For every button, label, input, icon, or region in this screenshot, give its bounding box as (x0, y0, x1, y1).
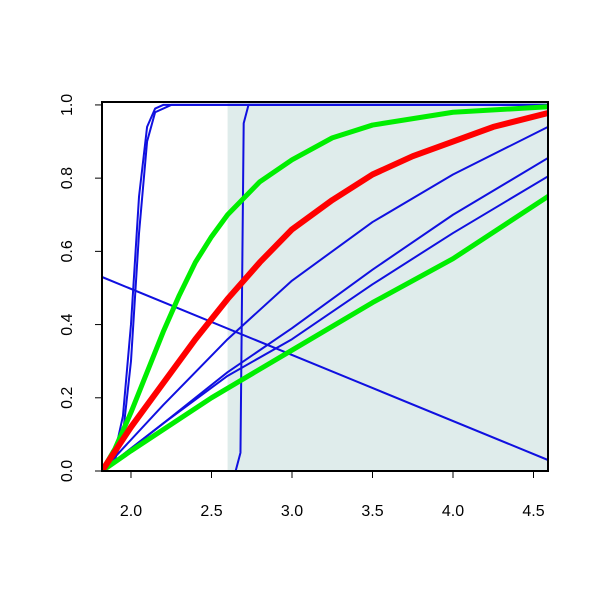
series-line (102, 104, 548, 471)
series-line (102, 103, 548, 471)
series-line (102, 109, 548, 471)
series-line (102, 193, 548, 471)
series-line (102, 175, 548, 471)
y-tick-label: 0.4 (59, 313, 76, 335)
x-tick-label: 3.5 (361, 503, 383, 520)
x-tick-label: 4.0 (442, 503, 464, 520)
y-tick-label: 0.8 (59, 167, 76, 189)
plot-area (102, 102, 548, 471)
y-tick-label: 0.2 (59, 387, 76, 409)
x-tick-label: 4.5 (522, 503, 544, 520)
plot-frame (101, 101, 549, 472)
y-tick-label: 0.6 (59, 240, 76, 262)
x-tick-label: 3.0 (281, 503, 303, 520)
x-tick-label: 2.0 (120, 503, 142, 520)
series-line (102, 125, 548, 471)
y-tick-label: 1.0 (59, 94, 76, 116)
y-tick-label: 0.0 (59, 460, 76, 482)
x-tick-label: 2.5 (200, 503, 222, 520)
shaded-region (227, 102, 548, 471)
